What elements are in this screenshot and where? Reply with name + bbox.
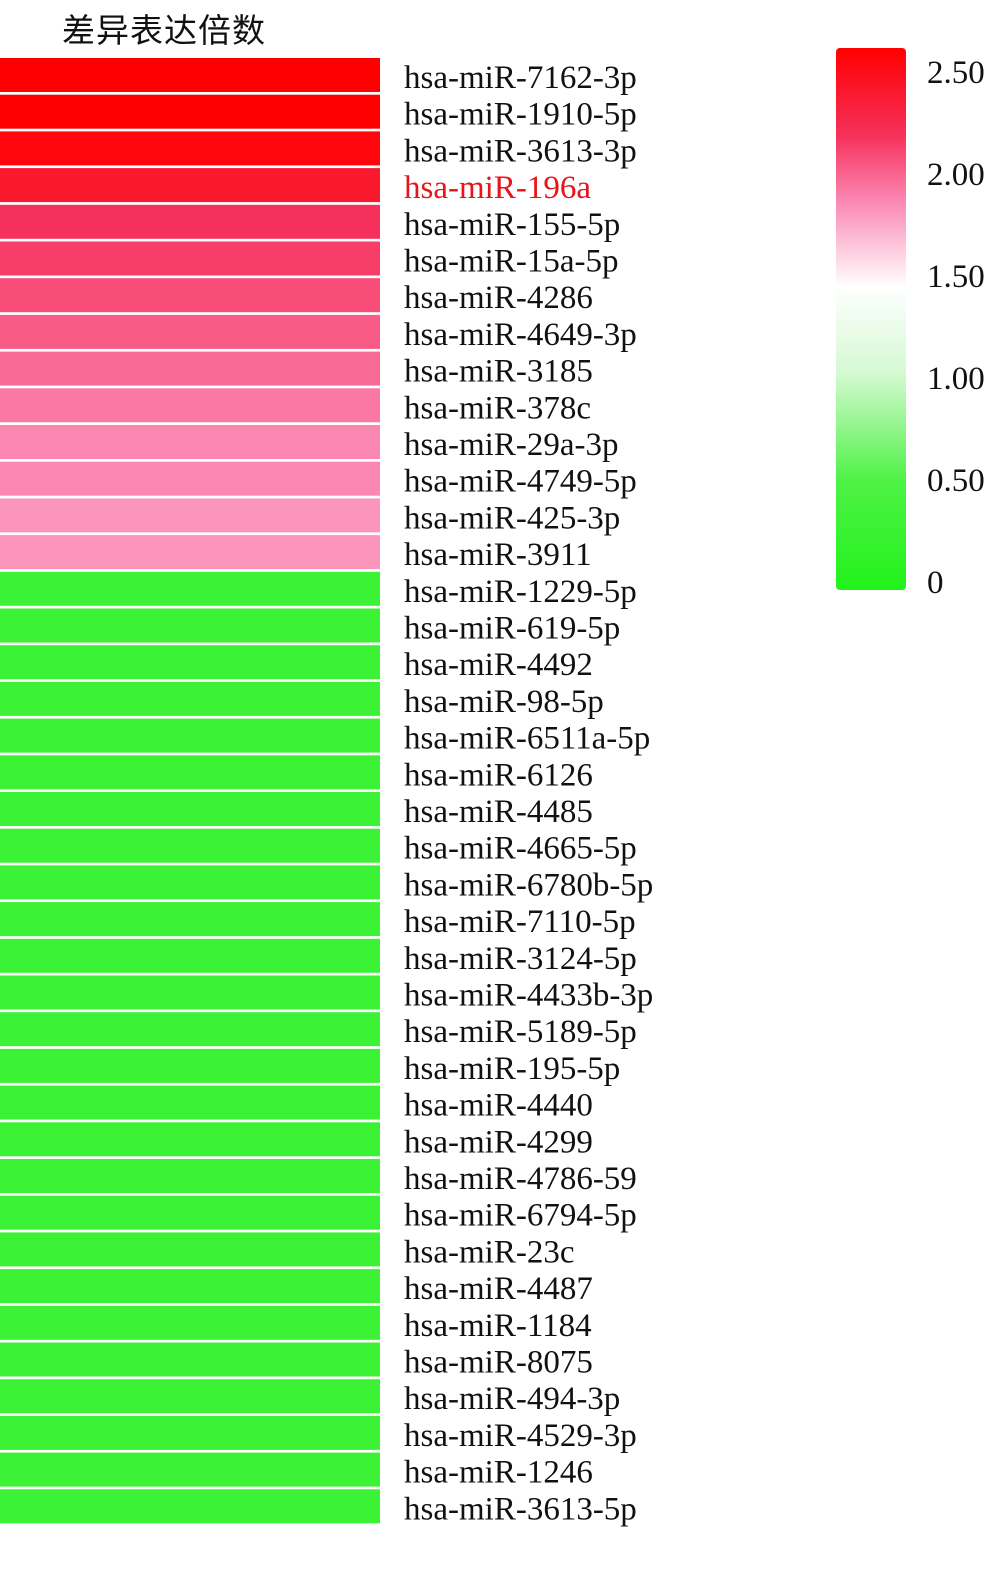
row-label: hsa-miR-7110-5p [404,904,636,940]
heatmap-cell [0,828,380,863]
heatmap-cell [0,681,380,716]
row-label: hsa-miR-3613-3p [404,133,637,169]
row-label: hsa-miR-4529-3p [404,1418,637,1454]
heatmap-cell [0,1305,380,1340]
heatmap-cell [0,645,380,680]
row-label: hsa-miR-6794-5p [404,1198,637,1234]
heatmap-cell [0,498,380,533]
row-label: hsa-miR-4665-5p [404,831,637,867]
heatmap-cell [0,314,380,349]
row-label: hsa-miR-494-3p [404,1381,620,1417]
row-label: hsa-miR-3911 [404,537,592,573]
row-label: hsa-miR-6511a-5p [404,721,650,757]
heatmap-cells [0,58,380,1524]
heatmap-cell [0,975,380,1010]
row-label: hsa-miR-1246 [404,1455,593,1491]
row-label: hsa-miR-23c [404,1234,574,1270]
heatmap-cell [0,461,380,496]
heatmap-cell [0,58,380,92]
heatmap-cell [0,1269,380,1304]
row-label: hsa-miR-98-5p [404,684,604,720]
row-label: hsa-miR-15a-5p [404,244,618,280]
row-label: hsa-miR-3124-5p [404,941,637,977]
color-scale-tick-label: 2.50 [927,55,985,91]
heatmap-cell [0,1489,380,1524]
row-label: hsa-miR-425-3p [404,500,620,536]
row-label: hsa-miR-195-5p [404,1051,620,1087]
color-scale-bar [836,48,906,590]
color-scale-legend: 0 0.50 1.00 1.50 2.00 2.50 [836,48,985,601]
heatmap-cell [0,755,380,790]
row-label: hsa-miR-4440 [404,1088,593,1124]
heatmap-cell [0,718,380,753]
row-label: hsa-miR-378c [404,390,591,426]
heatmap-cell [0,1085,380,1120]
color-scale-tick-label: 1.00 [927,361,985,397]
heatmap-cell [0,351,380,386]
row-label: hsa-miR-4786-59 [404,1161,637,1197]
heatmap-cell [0,1415,380,1450]
row-label: hsa-miR-4433b-3p [404,978,653,1014]
row-label: hsa-miR-4286 [404,280,593,316]
row-label: hsa-miR-4649-3p [404,317,637,353]
color-scale-tick-label: 0.50 [927,463,985,499]
row-label: hsa-miR-4749-5p [404,464,637,500]
row-label: hsa-miR-4487 [404,1271,593,1307]
row-label: hsa-miR-196a [404,170,591,206]
heatmap-cell [0,1452,380,1487]
row-label: hsa-miR-619-5p [404,611,620,647]
heatmap-cell [0,535,380,570]
color-scale-tick-label: 2.00 [927,157,985,193]
row-label: hsa-miR-1910-5p [404,97,637,133]
heatmap-cell [0,571,380,606]
color-scale-tick-label: 0 [927,565,944,601]
heatmap-cell [0,1232,380,1267]
heatmap-cell [0,168,380,203]
heatmap-cell [0,204,380,239]
heatmap-cell [0,94,380,129]
row-label: hsa-miR-4299 [404,1124,593,1160]
heatmap-cell [0,1159,380,1193]
heatmap-cell [0,1195,380,1230]
chart-title: 差异表达倍数 [62,11,266,50]
row-label: hsa-miR-155-5p [404,207,620,243]
heatmap-cell [0,278,380,313]
row-label: hsa-miR-3613-5p [404,1491,637,1527]
heatmap-cell [0,1379,380,1414]
row-label: hsa-miR-1184 [404,1308,592,1344]
row-label: hsa-miR-4492 [404,647,593,683]
heatmap-cell [0,1342,380,1377]
heatmap-cell [0,792,380,826]
heatmap-row-labels: hsa-miR-7162-3phsa-miR-1910-5phsa-miR-36… [404,60,653,1527]
color-scale-tick-label: 1.50 [927,259,985,295]
row-label: hsa-miR-4485 [404,794,593,830]
heatmap-cell [0,388,380,423]
row-label: hsa-miR-8075 [404,1345,593,1381]
row-label: hsa-miR-1229-5p [404,574,637,610]
heatmap-cell [0,608,380,643]
heatmap-cell [0,1048,380,1083]
heatmap-cell [0,938,380,973]
heatmap-cell [0,425,380,459]
heatmap-cell [0,1122,380,1157]
row-label: hsa-miR-6780b-5p [404,867,653,903]
row-label: hsa-miR-29a-3p [404,427,618,463]
row-label: hsa-miR-6126 [404,757,593,793]
row-label: hsa-miR-7162-3p [404,60,637,96]
heatmap-cell [0,1012,380,1047]
heatmap-cell [0,902,380,937]
row-label: hsa-miR-5189-5p [404,1014,637,1050]
heatmap-cell [0,865,380,900]
row-label: hsa-miR-3185 [404,354,593,390]
heatmap-cell [0,241,380,276]
heatmap-cell [0,131,380,166]
